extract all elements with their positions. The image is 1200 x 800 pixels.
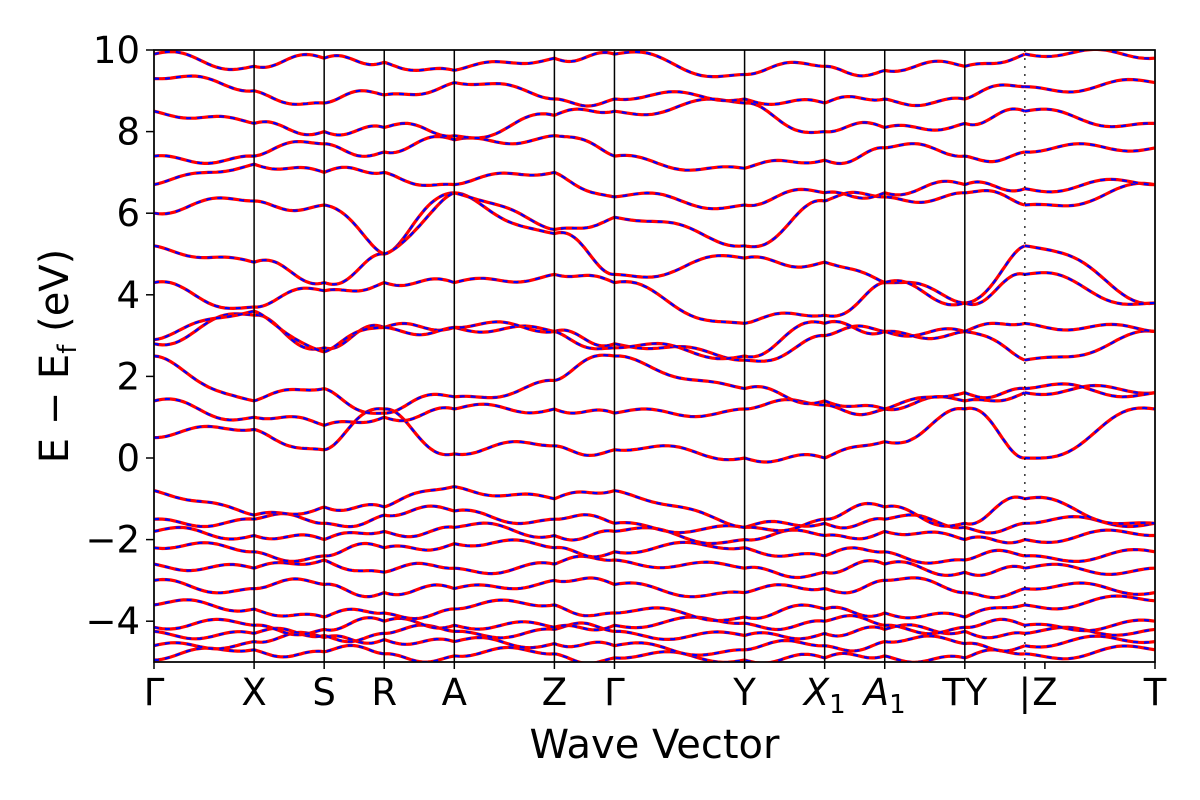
x-axis-label: Wave Vector [530,722,781,768]
x-tick-label: Y [732,671,756,714]
x-tick-label-main: Y [732,671,756,714]
x-tick-label-main: Z [1032,671,1057,714]
x-tick-label: A1 [862,671,906,720]
y-tick-label: 8 [116,111,140,154]
band-line-overlay-0-0 [154,644,1025,662]
band-line-overlay-16-1 [1024,244,1155,305]
band-line-overlay-8-1 [1024,528,1155,544]
band-line-overlay-8-0 [154,521,1026,545]
y-axis-label: E − Ef (eV) [32,249,83,464]
y-axis-label-unit: (eV) [32,249,78,345]
band-line-overlay-7-0 [154,538,1026,565]
band-line-overlay-14-1 [1024,329,1155,362]
band-line-overlay-13-0 [154,354,1025,415]
band-line-overlay-11-1 [1024,406,1155,460]
x-tick-label-main: S [312,671,336,714]
band-line-overlay-18-1 [1024,182,1155,207]
x-tick-label: TY [941,671,988,714]
band-line-overlay-12-1 [1024,384,1155,396]
x-tick-label-main: R [371,671,397,714]
x-tick-label-main: X [241,671,266,714]
x-axis: Γ X S R A Z Γ Y X1 A1 TY | Z T [144,662,1167,720]
band-line-overlay-1-1 [1024,634,1155,649]
x-tick-label-main: X [802,671,831,714]
band-line-20-1 [1024,142,1155,154]
band-line-overlay-4-1 [1024,594,1155,611]
x-tick-label: Γ [604,671,625,714]
x-tick-label: R [371,671,397,714]
x-tick-label: | [1019,671,1031,714]
band-line-overlay-21-0 [154,98,1026,140]
x-tick-label-main: T [1143,671,1167,714]
x-tick-label: Γ [144,671,165,714]
band-line-overlay-0-1 [1024,644,1155,660]
band-line-overlay-21-1 [1024,108,1155,128]
band-line-overlay-3-1 [1024,619,1155,632]
x-tick-label-main: Γ [144,671,165,714]
y-tick-label: 4 [116,274,140,317]
plot-frame-outline [153,49,1156,663]
y-axis-label-sub: f [53,344,83,354]
band-line-overlay-17-1 [1024,271,1155,306]
band-line-overlay-7-1 [1024,548,1155,563]
band-line-overlay-12-0 [154,391,1026,427]
band-line-overlay-1-0 [154,631,1026,657]
band-line-overlay-4-0 [154,598,1026,622]
y-tick-label: 6 [116,192,140,235]
band-line-overlay-19-0 [154,163,1026,210]
y-axis-label-main: E − E [32,354,78,464]
band-line-overlay-10-1 [1024,496,1155,525]
y-tick-label: 0 [116,437,140,480]
band-line-overlay-3-0 [154,614,1026,636]
band-line-overlay-9-0 [154,504,1025,534]
band-line-overlay-2-1 [1024,626,1155,637]
band-line-overlay-18-0 [154,189,1026,256]
x-tick-label-sub: 1 [829,690,846,720]
x-tick-label-main: Z [542,671,567,714]
band-line-overlay-22-0 [154,74,1025,108]
x-tick-label: X [241,671,266,714]
x-tick-label: A [442,671,467,714]
x-tick-label: T [1143,671,1167,714]
band-line-15-0 [154,309,1026,361]
y-tick-label: 10 [93,29,140,72]
band-line-overlay-22-1 [1024,78,1155,94]
band-line-overlay-23-0 [154,50,1026,78]
y-axis: −4 −2 0 2 4 6 8 10 [85,29,154,643]
x-tick-label: S [312,671,336,714]
band-line-overlay-17-0 [154,191,1026,306]
x-tick-label-main: Γ [604,671,625,714]
band-line-overlay-23-1 [1024,50,1155,60]
band-line-overlay-19-1 [1024,178,1155,194]
band-line-overlay-5-1 [1024,581,1155,596]
band-line-overlay-20-0 [154,134,1026,172]
bands-layer [154,50,1155,662]
band-line-overlay-10-0 [154,485,1026,532]
x-tick-label-main: | [1019,671,1031,714]
band-line-overlay-11-0 [154,407,1025,464]
x-tick-label-sub: 1 [889,690,906,720]
band-line-overlay-16-0 [154,244,1026,325]
x-tick-label: Z [542,671,567,714]
y-tick-label: 2 [116,355,140,398]
band-line-overlay-6-1 [1024,563,1155,576]
x-tick-label-main: A [442,671,467,714]
band-line-overlay-15-1 [1024,322,1155,333]
band-line-overlay-5-0 [154,576,1026,599]
x-tick-label-main: TY [941,671,988,714]
band-line-overlay-9-1 [1024,515,1155,528]
y-tick-label: −4 [85,600,140,643]
plot-area [153,49,1156,663]
kpath-vertical-lines [253,50,1026,662]
x-tick-label-main: A [862,671,889,714]
x-tick-label: X1 [802,671,846,720]
y-tick-label: −2 [85,519,140,562]
x-tick-label: Z [1032,671,1057,714]
band-line-overlay-13-1 [1024,382,1155,398]
